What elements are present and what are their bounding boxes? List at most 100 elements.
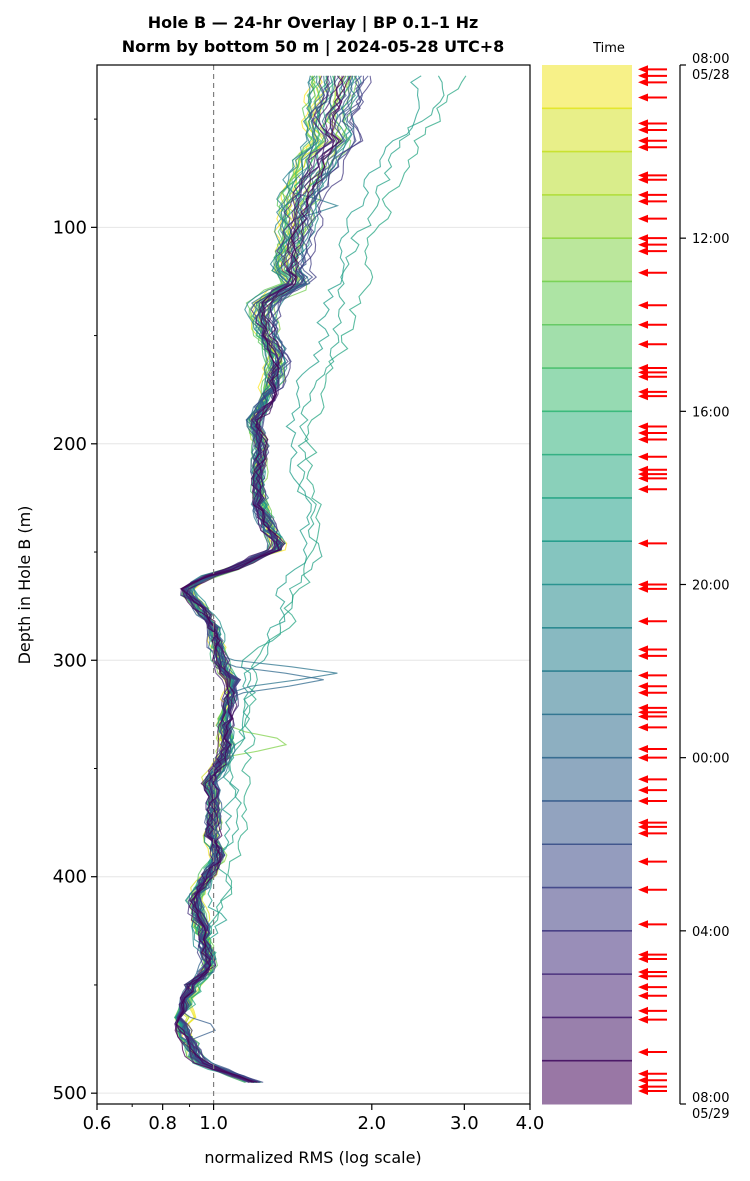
event-arrow-head [638,429,648,437]
event-arrow-head [638,651,648,660]
colorbar-band-15 [542,671,632,715]
colorbar-band-17 [542,757,632,802]
event-arrow-head [638,584,648,593]
event-arrow-head [638,972,648,981]
colorbar-band-1 [542,65,632,109]
colorbar-band-2 [542,108,632,153]
event-arrow-head [638,268,648,277]
time-axis: 08:0005/2812:0016:0020:0000:0004:0008:00… [679,52,729,1122]
event-arrow-head [638,1069,648,1078]
event-arrow-head [638,617,648,626]
event-arrow-head [638,190,648,199]
time-tick-label: 16:00 [692,405,729,420]
event-arrow-head [638,1076,648,1085]
time-tick-sublabel: 05/29 [692,1107,729,1122]
colorbar-band-19 [542,844,632,889]
event-arrow-head [638,435,648,444]
colorbar-band-22 [542,974,632,1018]
x-tick-label: 1.0 [199,1113,228,1134]
event-arrow-head [638,474,648,483]
y-axis-label: Depth in Hole B (m) [15,506,34,665]
colorbar-band-5 [542,238,632,282]
event-arrow-head [638,320,648,329]
colorbar-label: Time [592,41,625,56]
event-arrow-head [638,645,648,654]
event-arrow-head [638,136,648,145]
series-line-21 [174,75,445,1083]
event-arrow-head [638,78,648,87]
time-tick-label: 08:00 [692,1091,729,1106]
x-tick-label: 0.6 [83,1113,112,1134]
colorbar [542,65,632,1105]
series-line-20 [177,75,467,1083]
colorbar-band-23 [542,1017,632,1062]
colorbar-band-16 [542,714,632,759]
event-arrow-head [638,885,648,894]
colorbar-band-3 [542,151,632,196]
event-arrow-head [638,723,648,732]
event-arrow-head [638,991,648,1000]
colorbar-band-11 [542,497,632,542]
y-tick-label: 500 [53,1083,87,1104]
event-arrow-head [638,822,648,831]
event-arrow-head [638,920,648,929]
event-arrow-head [638,1087,648,1095]
event-arrow-head [638,829,648,838]
event-arrow-head [638,857,648,866]
event-arrow-head [638,1048,648,1057]
event-arrow-head [638,712,648,721]
event-arrow-head [638,240,648,249]
x-tick-label: 3.0 [450,1113,479,1134]
event-arrow-head [638,392,648,401]
colorbar-band-8 [542,368,632,412]
x-tick-label: 0.8 [148,1113,177,1134]
colorbar-band-14 [542,627,632,672]
event-arrow-head [638,372,648,381]
event-arrow-head [638,797,648,805]
colorbar-band-20 [542,887,632,932]
series-line-22 [173,75,422,1083]
event-arrow-head [638,119,648,128]
y-axis-ticks: 100 200 300 400 500 [53,118,97,1104]
event-arrow-head [638,485,648,494]
colorbar-band-18 [542,800,632,845]
event-arrow-head [638,247,648,256]
event-arrow-head [638,301,648,310]
series-line-48 [174,75,352,1083]
colorbar-band-6 [542,281,632,326]
event-markers [638,65,667,1095]
event-arrow-head [638,175,648,184]
event-arrow-head [638,745,648,753]
chart-title-line-2: Norm by bottom 50 m | 2024-05-28 UTC+8 [122,37,505,57]
event-arrow-head [638,125,648,134]
event-arrow-head [638,671,648,680]
plot-frame [96,64,531,1105]
event-arrow-head [638,422,648,431]
colorbar-band-21 [542,930,632,975]
time-tick-label: 08:00 [692,52,729,67]
x-axis-ticks: 0.6 0.8 1.0 2.0 3.0 4.0 [83,1104,545,1134]
time-tick-label: 20:00 [692,579,729,594]
event-arrow-head [638,143,648,152]
y-tick-label: 200 [53,434,87,455]
event-arrow-head [638,955,648,963]
x-axis-label: normalized RMS (log scale) [204,1148,421,1167]
event-arrow-head [638,983,648,992]
colorbar-band-7 [542,324,632,369]
colorbar-band-12 [542,541,632,585]
event-arrow-head [638,786,648,795]
x-tick-label: 4.0 [516,1113,545,1134]
event-arrow-head [638,197,648,206]
y-tick-label: 300 [53,650,87,671]
y-tick-label: 400 [53,867,87,888]
time-tick-label: 12:00 [692,232,729,247]
event-arrow-head [638,214,648,223]
series-line-36 [178,75,360,1083]
colorbar-band-24 [542,1060,632,1105]
time-tick-sublabel: 05/28 [692,68,729,83]
colorbar-band-4 [542,194,632,239]
event-arrow-head [638,682,648,691]
colorbar-band-13 [542,584,632,629]
series-lines [173,75,467,1083]
